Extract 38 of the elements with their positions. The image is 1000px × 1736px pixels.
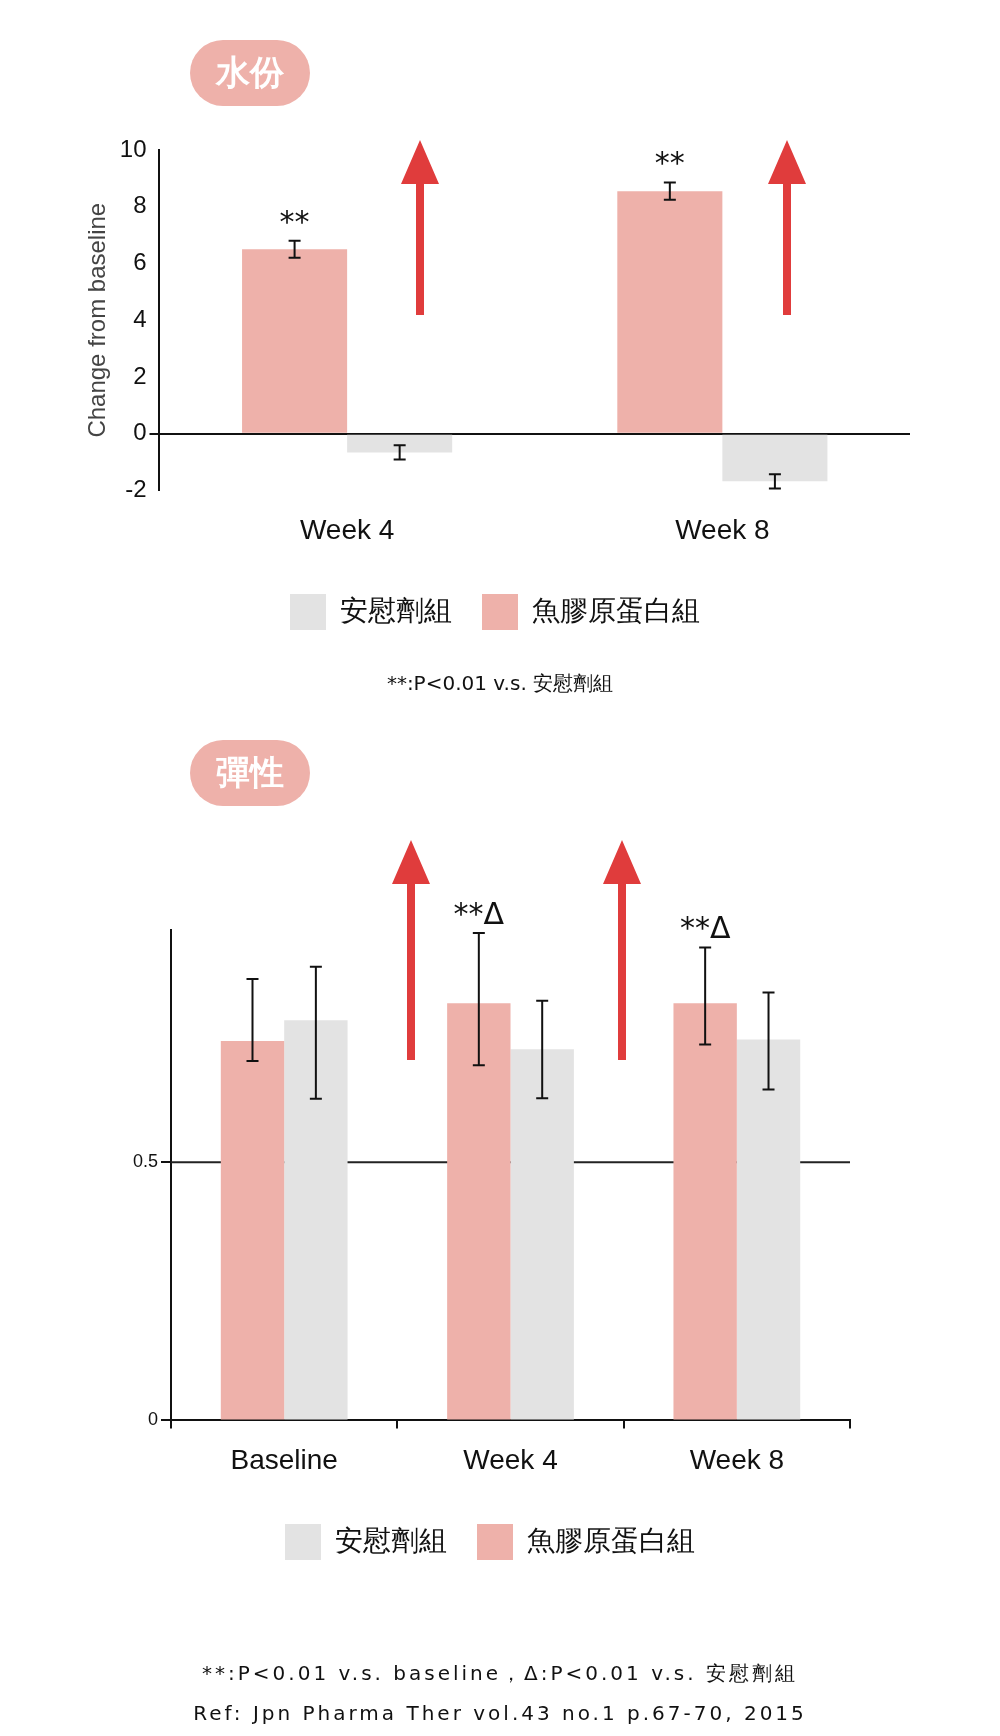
legend-label: 魚膠原蛋白組 [527,1524,695,1556]
bar [347,434,453,453]
x-tick-label: Week 4 [463,1443,558,1475]
bar [242,249,348,433]
legend-label: 安慰劑組 [340,594,452,626]
chart-title: 水份 [190,40,310,106]
bar [447,1003,511,1420]
chart-title: 彈性 [190,740,310,806]
annotation: ** [654,145,685,181]
y-tick-label: 0 [133,418,147,446]
annotation: ** [279,203,310,239]
y-tick-label: 10 [119,134,147,162]
y-tick-label: 8 [133,191,147,219]
text: **:P<0.01 v.s. baseline，Δ:P<0.01 v.s. 安慰劑組 [201,1660,799,1687]
bar [736,1039,801,1420]
y-tick-label: 2 [133,361,147,389]
annotation: **Δ [679,910,731,946]
y-tick-label: 6 [133,248,147,276]
bar [617,191,723,433]
legend-label: 魚膠原蛋白組 [532,594,700,626]
bar [220,1040,285,1420]
bar [284,1020,348,1420]
text: **:P<0.01 v.s. 安慰劑組 [385,670,615,697]
y-axis-title: Change from baseline [83,202,111,438]
x-tick-label: Week 8 [689,1443,785,1475]
bar [510,1049,574,1420]
x-tick-label: Baseline [230,1443,338,1475]
annotation: **Δ [453,895,505,931]
bar [673,1003,737,1420]
y-tick-label: -2 [125,475,147,503]
x-tick-label: Week 8 [675,513,770,545]
y-tick-label: 0.5 [132,1151,159,1172]
y-tick-label: 4 [133,304,147,332]
x-tick-label: Week 4 [299,513,395,545]
bar [722,434,828,482]
legend-label: 安慰劑組 [335,1524,447,1556]
text: Ref: Jpn Pharma Ther vol.43 no.1 p.67-70, 2015 [192,1701,808,1725]
y-tick-label: 0 [148,1409,159,1430]
